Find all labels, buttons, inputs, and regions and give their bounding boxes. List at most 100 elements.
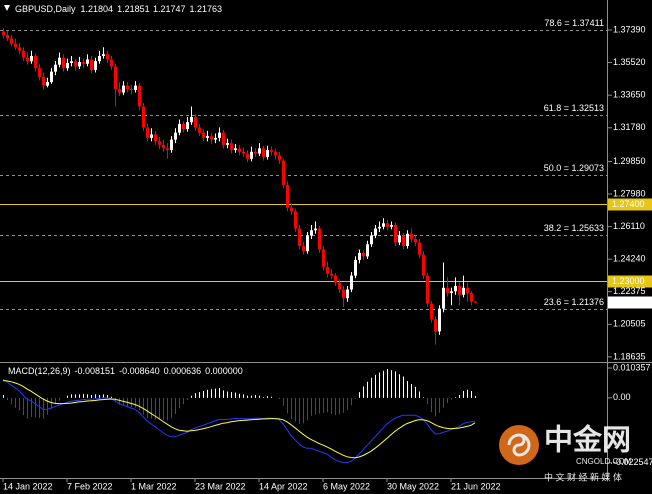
candle-body xyxy=(434,319,437,332)
macd-header: MACD(12,26,9) -0.008151 -0.008640 0.000636 0… xyxy=(8,366,243,376)
y-tick-label: 1.27980 xyxy=(613,188,646,198)
signal-line xyxy=(2,380,476,459)
header-high: 1.21851 xyxy=(117,4,150,14)
candle-body xyxy=(318,228,321,250)
candle-body xyxy=(86,59,89,64)
candle-body xyxy=(2,31,5,36)
plot: 1.37390 1.35520 1.33650 1.31780 1.29850 1.279… xyxy=(0,18,652,491)
y-tick-label: -0.022547 xyxy=(613,457,652,467)
candle-body xyxy=(186,122,189,130)
candle-body xyxy=(210,136,213,140)
candle-body xyxy=(242,151,245,154)
current-price-label: 1.21763 xyxy=(612,297,645,307)
fib-label: 61.8 = 1.32513 xyxy=(544,103,604,113)
candle-body xyxy=(126,85,129,90)
candle-body xyxy=(214,137,217,140)
candle-body xyxy=(202,132,205,138)
y-tick-label: 1.24240 xyxy=(613,254,646,264)
candle-body xyxy=(230,143,233,151)
x-tick-label: 1 Mar 2022 xyxy=(131,481,177,491)
candle-body xyxy=(234,148,237,151)
candle-body xyxy=(386,223,389,227)
candle-body xyxy=(446,287,449,294)
candle-body xyxy=(38,68,41,77)
candle-body xyxy=(170,139,173,151)
candle-body xyxy=(142,106,145,128)
candle-body xyxy=(22,50,25,58)
candle-body xyxy=(314,228,317,231)
candle-body xyxy=(430,303,433,320)
header-low: 1.21747 xyxy=(153,4,186,14)
candle-body xyxy=(286,184,289,208)
x-tick-label: 14 Jan 2022 xyxy=(3,481,53,491)
level-label: 1.23000 xyxy=(612,276,645,286)
candle-body xyxy=(362,252,365,257)
chart-header: GBPUSD,Daily 1.21804 1.21851 1.21747 1.21763 xyxy=(15,4,222,14)
candle-body xyxy=(426,275,429,304)
candle-body xyxy=(322,249,325,267)
candle-body xyxy=(442,287,445,309)
y-tick-label: 1.18635 xyxy=(613,351,646,361)
x-tick-label: 14 Apr 2022 xyxy=(259,481,308,491)
watermark-brand: 中金网 xyxy=(544,423,631,457)
fib-label: 23.6 = 1.21376 xyxy=(544,297,604,307)
fib-label: 78.6 = 1.37411 xyxy=(544,18,604,28)
candle-body xyxy=(398,235,401,243)
level-box xyxy=(608,275,652,288)
candle-body xyxy=(290,207,293,212)
candle-body xyxy=(466,287,469,294)
candle-body xyxy=(154,134,157,142)
candle-body xyxy=(66,62,69,69)
x-tick-label: 23 Mar 2022 xyxy=(195,481,246,491)
x-tick-label: 7 Feb 2022 xyxy=(67,481,113,491)
candle-body xyxy=(450,291,453,294)
fib-label: 50.0 = 1.29073 xyxy=(544,163,604,173)
candle-body xyxy=(6,35,9,39)
candle-body xyxy=(370,235,373,245)
y-tick-label: 1.29850 xyxy=(613,156,646,166)
candle-body xyxy=(98,55,101,62)
candle-body xyxy=(282,160,285,185)
y-tick-label: 1.31780 xyxy=(613,122,646,132)
candle-body xyxy=(150,134,153,138)
candle-body xyxy=(306,235,309,252)
header-open: 1.21804 xyxy=(81,4,114,14)
candle-body xyxy=(302,245,305,252)
level-label: 1.27400 xyxy=(612,199,645,209)
current-price-box xyxy=(608,296,652,309)
candle-body xyxy=(206,136,209,138)
candle-body xyxy=(342,289,345,299)
candle-body xyxy=(418,242,421,255)
candle-body xyxy=(218,132,221,138)
candle-body xyxy=(18,47,21,51)
candle-body xyxy=(14,43,17,48)
candle-body xyxy=(118,89,121,93)
macd-value: 0.000000 xyxy=(205,366,243,376)
candle-body xyxy=(358,252,361,260)
y-tick-label: 1.37390 xyxy=(613,24,646,34)
candle-body xyxy=(46,82,49,86)
candle-body xyxy=(374,228,377,236)
y-tick-label: 1.20505 xyxy=(613,319,646,329)
candle-body xyxy=(34,55,37,69)
candle-body xyxy=(354,259,357,276)
watermark-slogan: 中 文 财 经 新 媒 体 xyxy=(544,471,622,482)
candle-body xyxy=(174,132,177,140)
candle-body xyxy=(78,62,81,67)
candle-body xyxy=(134,85,137,90)
y-tick-label: 0.010357 xyxy=(613,362,651,372)
candle-body xyxy=(114,66,117,90)
candle-body xyxy=(106,54,109,60)
candle-body xyxy=(378,226,381,229)
candle-body xyxy=(158,141,161,145)
candle-body xyxy=(270,150,273,152)
macd-value: 0.000636 xyxy=(164,366,202,376)
candle-body xyxy=(238,148,241,152)
candle-body xyxy=(190,116,193,123)
candle-body xyxy=(346,289,349,299)
candle-body xyxy=(178,123,181,133)
candle-body xyxy=(294,211,297,229)
